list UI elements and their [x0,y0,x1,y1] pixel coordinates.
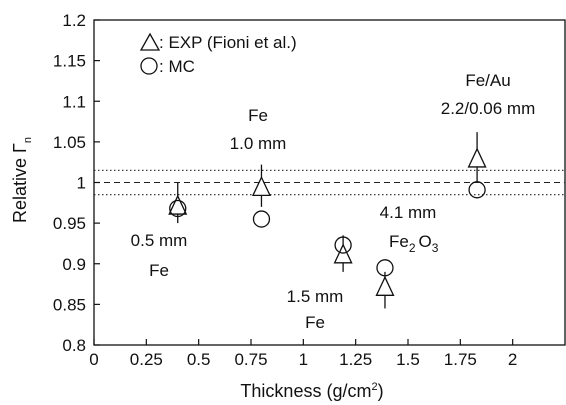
mc-circle-point [169,199,187,218]
annotations: 0.5 mm Fe Fe 1.0 mm 1.5 mm Fe 4.1 mm Fe2… [131,71,536,332]
legend-mc-label: : MC [159,57,195,76]
mc-circle-point [252,210,271,228]
x-tick-label: 1 [299,350,308,369]
mc-circle-point [376,259,394,277]
y-axis-title: Relative Γn [10,137,34,223]
annotation-41mm-line1: 4.1 mm [380,203,437,222]
legend-triangle-marker [139,32,161,51]
data-marks [168,132,487,309]
annotation-feau-line1: Fe/Au [465,71,510,90]
legend-circle-marker [140,57,158,75]
y-tick-label: 0.9 [62,255,86,274]
exp-triangle-point [168,194,188,215]
exp-triangle-point [251,175,271,197]
x-tick-label: 0.25 [130,350,163,369]
x-tick-label: 2 [508,350,517,369]
x-axis-ticks: 0 0.25 0.5 0.75 1 1.25 1.5 1.75 2 [89,339,517,369]
reference-lines [94,169,565,196]
y-tick-label: 1.1 [62,92,86,111]
y-tick-label: 0.95 [53,214,86,233]
x-tick-label: 1.25 [339,350,372,369]
y-tick-label: 0.8 [62,336,86,355]
legend: : EXP (Fioni et al.) : MC [139,32,297,76]
annotation-15mm-line2: Fe [305,313,325,332]
x-tick-label: 1.75 [444,350,477,369]
annotation-05mm-line1: 0.5 mm [131,231,188,250]
annotation-10mm-line1: Fe [248,106,268,125]
annotation-10mm-line2: 1.0 mm [230,134,287,153]
x-tick-label: 0 [89,350,98,369]
mc-circle-point [334,236,352,254]
mc-circle-point [468,181,486,199]
y-tick-label: 1.15 [53,52,86,71]
annotation-feau-line2: 2.2/0.06 mm [441,99,536,118]
y-tick-label: 1.2 [62,11,86,30]
y-tick-label: 1.05 [53,133,86,152]
y-axis-ticks: 0.8 0.85 0.9 0.95 1 1.05 1.1 1.15 1.2 [53,11,100,355]
legend-exp-label: : EXP (Fioni et al.) [159,33,297,52]
annotation-05mm-line2: Fe [149,261,169,280]
x-axis-title: Thickness (g/cm2) [240,381,383,401]
x-tick-label: 0.5 [187,350,211,369]
exp-triangle-point [333,243,353,264]
exp-triangle-point [467,147,487,168]
annotation-15mm-line1: 1.5 mm [287,287,344,306]
y-tick-label: 0.85 [53,295,86,314]
x-tick-label: 0.75 [234,350,267,369]
annotation-41mm-formula: Fe2 O3 [389,232,439,255]
y-tick-label: 1 [77,174,86,193]
exp-triangle-point [375,275,395,296]
x-tick-label: 1.5 [396,350,420,369]
